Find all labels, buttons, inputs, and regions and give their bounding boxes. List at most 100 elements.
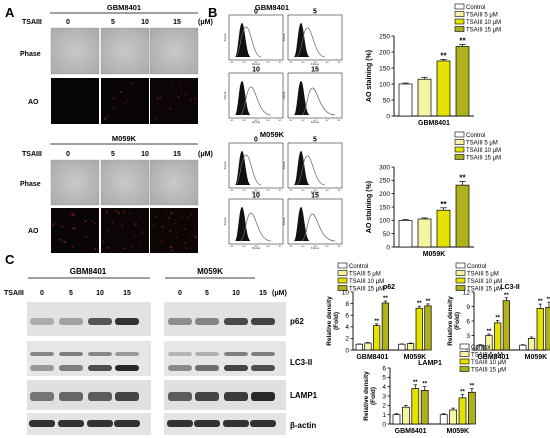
legend-label: TSAIII 5 μM [466, 12, 498, 18]
y-tick-label: 0 [386, 113, 390, 120]
dose-label: 10 [96, 290, 104, 297]
blot-band [224, 352, 248, 356]
legend-swatch [459, 366, 470, 372]
flow-xlabel: FL1-H [252, 190, 260, 194]
blot-band [59, 392, 83, 401]
flow-xlabel: FL1-H [311, 246, 319, 250]
blot-band [168, 392, 192, 401]
blot-band [224, 365, 248, 371]
bar [398, 83, 413, 117]
group-label: GBM8401 [395, 428, 427, 435]
phase-micrograph [100, 159, 150, 206]
flow-xtick: 10² [313, 245, 316, 248]
legend-swatch [459, 351, 470, 357]
ao-speck [52, 224, 55, 227]
ao-speck [162, 226, 164, 228]
blot-band [88, 318, 112, 325]
ao-speck [129, 212, 132, 215]
group-label: M059K [404, 354, 427, 361]
chart-lc3: 0 3 6 9 12 Relative density (Fold) LC3-II ** ** **… [447, 262, 550, 361]
legend-label: TSAIII 10 μM [467, 279, 502, 285]
blot-band [195, 365, 219, 371]
flow-ylabel: Count [223, 34, 227, 42]
flow-xtick: 10¹ [301, 245, 304, 248]
dose-label: 5 [111, 151, 115, 158]
blot-band [115, 365, 139, 371]
ao-speck [161, 225, 163, 227]
flow-xtick: 10³ [325, 61, 328, 64]
ao-speck [187, 216, 190, 219]
bar [449, 409, 457, 425]
flow-xtick: 10⁰ [230, 119, 233, 122]
panel-a-m059k: M059K TSAIII 0 5 10 15 (μM) Phase AO [20, 134, 213, 253]
bar [364, 342, 372, 351]
flow-xtick: 10⁰ [230, 189, 233, 192]
y-tick-label: 200 [379, 49, 390, 56]
y-axis-label: AO staining (%) [366, 50, 373, 102]
legend-label: TSAIII 10 μM [466, 148, 501, 154]
flow-ylabel: Count [282, 92, 286, 100]
flow-xtick: 10³ [266, 189, 269, 192]
blot-band [251, 352, 275, 356]
flow-xtick: 10⁴ [337, 190, 340, 192]
dose-label: 0 [40, 290, 44, 297]
phase-micrograph [50, 27, 100, 75]
flow-histogram-treated [239, 86, 272, 116]
unit-label: (μM) [272, 290, 287, 297]
flow-xlabel: FL1-H [252, 246, 260, 250]
ao-fluorescence-specks [52, 82, 197, 252]
significance-mark: ** [440, 200, 447, 209]
flow-xtick: 10⁴ [337, 120, 340, 122]
flow-dose-label: 15 [311, 193, 319, 200]
flow-xtick: 10¹ [301, 189, 304, 192]
ao-speck [183, 228, 186, 231]
flow-ylabel: Count [282, 34, 286, 42]
bar [417, 78, 432, 117]
row-label-ao: AO [28, 99, 39, 106]
y-tick-label: 3 [382, 393, 386, 400]
ao-speck [131, 245, 133, 248]
y-tick-label: 2 [345, 336, 349, 343]
bar [415, 307, 423, 351]
blot-band [88, 352, 112, 356]
flow-xlabel: FL1-H [252, 120, 260, 124]
ao-speck [133, 236, 136, 238]
row-label-phase: Phase [20, 51, 41, 58]
significance-mark: ** [459, 173, 466, 182]
bar [402, 406, 410, 425]
significance-mark: ** [417, 301, 422, 307]
ao-speck [53, 222, 55, 225]
ao-speck [156, 97, 159, 100]
flow-xlabel: FL1-H [311, 62, 319, 66]
bar [455, 46, 470, 117]
legend-label: TSAIII 5 μM [471, 352, 503, 358]
ao-speck [73, 227, 76, 230]
ao-speck [170, 212, 173, 215]
significance-mark: ** [374, 319, 379, 325]
legend-swatch [337, 270, 348, 276]
legend-label: TSAIII 5 μM [466, 140, 498, 146]
y-tick-label: 6 [382, 365, 386, 372]
flow-xtick: 10² [313, 61, 316, 64]
bar [455, 184, 470, 248]
significance-mark: ** [422, 382, 427, 388]
blot-band [58, 420, 84, 427]
flow-xtick: 10⁰ [289, 189, 292, 192]
legend-swatch [454, 146, 465, 153]
blot-bands [29, 318, 276, 427]
flow-histogram-treated [296, 27, 326, 58]
ao-speck [171, 83, 173, 85]
flow-dose-label: 0 [254, 137, 258, 144]
chart-p62: 0 2 4 6 8 10 Relative density (Fold) p62 ** ** GBM8… [326, 262, 432, 361]
legend-label: TSAIII 15 μM [349, 286, 384, 292]
flow-xtick: 10¹ [242, 119, 245, 122]
bar [436, 209, 451, 248]
flow-ylabel: Count [223, 92, 227, 100]
ao-speck [154, 216, 157, 218]
flow-xtick: 10¹ [301, 119, 304, 122]
y-axis-label: Relative density [447, 296, 454, 346]
cell-line-title: M059K [260, 130, 285, 139]
dose-label: 5 [205, 290, 209, 297]
flow-histogram-control [235, 207, 251, 241]
